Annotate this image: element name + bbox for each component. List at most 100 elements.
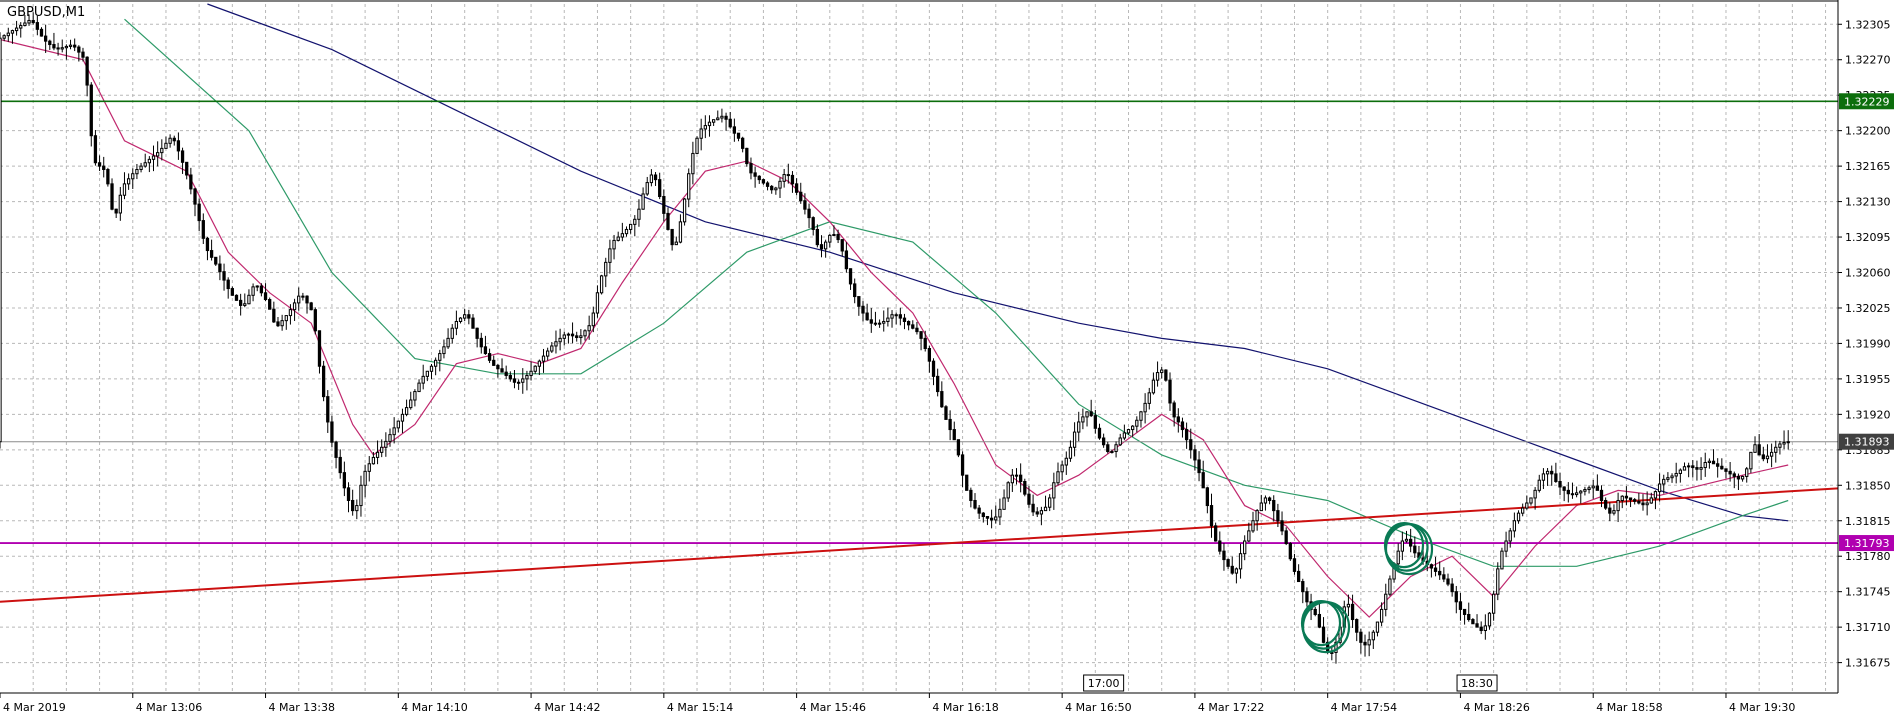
- candle-bear: [1554, 473, 1558, 482]
- candle-bull: [388, 434, 392, 442]
- candle-bull: [60, 47, 64, 50]
- candle-bear: [1608, 507, 1612, 514]
- candle-bull: [894, 314, 898, 317]
- candle-bear: [471, 317, 475, 329]
- time-tick-label: 4 Mar 18:58: [1596, 701, 1662, 714]
- price-tick-label: 1.32025: [1845, 302, 1891, 315]
- candle-bull: [1545, 470, 1550, 475]
- candle-bear: [1317, 613, 1322, 628]
- candle-bear: [197, 203, 201, 222]
- candle-bear: [1172, 402, 1176, 418]
- candle-bear: [239, 299, 243, 306]
- candle-bull: [637, 208, 641, 220]
- candle-bull: [558, 337, 562, 343]
- candle-bear: [230, 288, 234, 296]
- symbol-label: GBPUSD,M1: [7, 5, 85, 20]
- candle-bull: [284, 315, 288, 322]
- time-tick-label: 4 Mar 19:30: [1729, 701, 1795, 714]
- current-price-label: 1.31893: [1844, 436, 1890, 449]
- price-tick-label: 1.32165: [1845, 160, 1891, 173]
- candle-bull: [579, 335, 583, 339]
- support-price-tag: [1839, 535, 1894, 552]
- candle-bear: [973, 499, 977, 509]
- candle-bull: [645, 182, 649, 195]
- candle-bear: [770, 185, 774, 191]
- candle-bull: [1072, 431, 1077, 448]
- candles: [0, 12, 1790, 664]
- candle-bull: [707, 121, 712, 127]
- candle-bear: [749, 163, 753, 174]
- candle-bull: [434, 359, 438, 367]
- candle-bear: [1214, 525, 1218, 542]
- candle-bear: [276, 321, 280, 327]
- candle-bull: [380, 446, 384, 453]
- candle-bull: [1753, 444, 1757, 453]
- candle-bull: [143, 162, 147, 167]
- candle-bear: [263, 292, 268, 301]
- candle-bull: [442, 346, 446, 355]
- candle-bull: [1574, 492, 1579, 496]
- candle-bear: [102, 165, 106, 170]
- candle-bear: [741, 137, 745, 149]
- candle-bear: [1305, 591, 1309, 603]
- candle-bear: [114, 208, 118, 214]
- candle-bear: [1716, 463, 1720, 467]
- candle-bull: [1537, 479, 1541, 491]
- candle-bull: [774, 187, 778, 191]
- candle-bear: [1089, 411, 1093, 417]
- candle-bull: [1371, 631, 1375, 641]
- candle-bear: [1641, 502, 1645, 506]
- candle-bull: [371, 456, 376, 465]
- candle-bear: [570, 333, 575, 337]
- candle-bear: [1732, 473, 1736, 477]
- candle-bear: [948, 418, 952, 431]
- candle-bear: [467, 314, 471, 319]
- candle-bear: [1355, 619, 1359, 633]
- candle-bear: [753, 172, 757, 177]
- candle-bear: [1097, 427, 1102, 439]
- candle-bull: [297, 295, 301, 304]
- candle-bear: [1197, 459, 1201, 474]
- candle-bear: [1736, 475, 1741, 480]
- candle-bear: [1164, 369, 1168, 381]
- candle-bear: [1226, 559, 1230, 567]
- candle-bear: [1711, 460, 1716, 465]
- candle-bull: [2, 35, 6, 39]
- candle-bull: [529, 370, 533, 377]
- candle-bear: [1433, 567, 1438, 572]
- candle-bear: [915, 327, 919, 333]
- candle-bear: [1363, 641, 1367, 646]
- candle-bear: [952, 429, 956, 441]
- candle-bull: [396, 420, 400, 429]
- candle-bear: [658, 179, 662, 198]
- candle-bull: [243, 303, 247, 306]
- candle-bull: [1126, 429, 1131, 434]
- candle-bull: [824, 241, 828, 250]
- candle-bear: [106, 168, 110, 185]
- candle-bear: [1633, 499, 1637, 502]
- candle-bull: [1699, 467, 1703, 470]
- candle-bull: [458, 317, 463, 322]
- candle-bear: [865, 312, 869, 321]
- price-tick-label: 1.31990: [1845, 337, 1891, 350]
- candle-bull: [554, 341, 558, 347]
- candle-bear: [1566, 489, 1570, 495]
- candle-bull: [599, 275, 604, 294]
- candle-bull: [1612, 510, 1616, 514]
- time-tick-label: 4 Mar 15:14: [667, 701, 733, 714]
- candle-bear: [1267, 497, 1272, 501]
- candle-bull: [164, 142, 168, 149]
- candle-bear: [1442, 574, 1446, 580]
- candle-bull: [682, 198, 687, 223]
- candle-bull: [525, 375, 529, 380]
- candle-bear: [185, 161, 189, 176]
- candle-bull: [367, 463, 371, 472]
- candle-bull: [292, 302, 297, 311]
- candle-bull: [1616, 499, 1620, 512]
- candle-bear: [1446, 578, 1450, 585]
- candle-bull: [1653, 491, 1658, 499]
- cursor-time-tag: [1456, 674, 1498, 692]
